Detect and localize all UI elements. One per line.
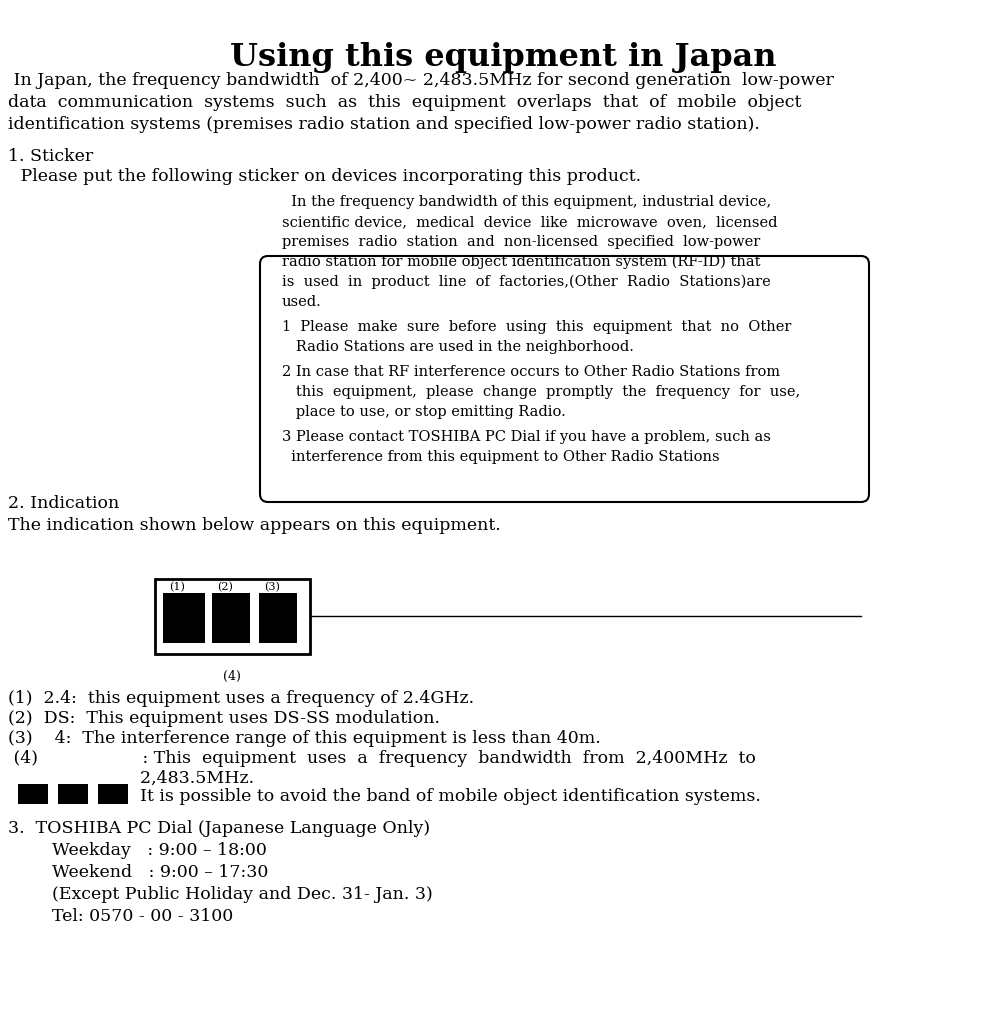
- Text: this  equipment,  please  change  promptly  the  frequency  for  use,: this equipment, please change promptly t…: [282, 384, 801, 398]
- Text: Radio Stations are used in the neighborhood.: Radio Stations are used in the neighborh…: [282, 340, 633, 354]
- Text: It is possible to avoid the band of mobile object identification systems.: It is possible to avoid the band of mobi…: [140, 788, 761, 804]
- Text: (1)  2.4:  this equipment uses a frequency of 2.4GHz.: (1) 2.4: this equipment uses a frequency…: [8, 690, 474, 707]
- Text: Tel: 0570 - 00 - 3100: Tel: 0570 - 00 - 3100: [8, 907, 234, 924]
- Text: 2. Indication: 2. Indication: [8, 494, 119, 512]
- Text: 1  Please  make  sure  before  using  this  equipment  that  no  Other: 1 Please make sure before using this equ…: [282, 319, 792, 334]
- Text: (Except Public Holiday and Dec. 31- Jan. 3): (Except Public Holiday and Dec. 31- Jan.…: [8, 885, 433, 902]
- Text: (1): (1): [169, 581, 185, 591]
- Bar: [163, 593, 205, 643]
- Text: 3 Please contact TOSHIBA PC Dial if you have a problem, such as: 3 Please contact TOSHIBA PC Dial if you …: [282, 430, 771, 444]
- Text: (2): (2): [218, 581, 233, 591]
- Text: The indication shown below appears on this equipment.: The indication shown below appears on th…: [8, 517, 500, 534]
- Text: scientific device,  medical  device  like  microwave  oven,  licensed: scientific device, medical device like m…: [282, 214, 777, 228]
- Text: (3): (3): [264, 581, 280, 591]
- Text: In Japan, the frequency bandwidth  of 2,400~ 2,483.5MHz for second generation  l: In Japan, the frequency bandwidth of 2,4…: [8, 72, 834, 89]
- Text: radio station for mobile object identification system (RF-ID) that: radio station for mobile object identifi…: [282, 255, 760, 269]
- Text: (4): (4): [224, 669, 241, 682]
- Text: (2)  DS:  This equipment uses DS-SS modulation.: (2) DS: This equipment uses DS-SS modula…: [8, 710, 440, 726]
- Text: Please put the following sticker on devices incorporating this product.: Please put the following sticker on devi…: [15, 168, 641, 185]
- Text: 2,483.5MHz.: 2,483.5MHz.: [8, 769, 254, 787]
- Text: 1. Sticker: 1. Sticker: [8, 148, 94, 165]
- Text: interference from this equipment to Other Radio Stations: interference from this equipment to Othe…: [282, 450, 720, 463]
- Text: In the frequency bandwidth of this equipment, industrial device,: In the frequency bandwidth of this equip…: [282, 195, 771, 209]
- Text: premises  radio  station  and  non-licensed  specified  low-power: premises radio station and non-licensed …: [282, 235, 760, 249]
- Bar: [18, 785, 48, 804]
- Bar: [259, 593, 297, 643]
- Text: (4)                   : This  equipment  uses  a  frequency  bandwidth  from  2,: (4) : This equipment uses a frequency ba…: [8, 749, 756, 766]
- Bar: [155, 579, 310, 654]
- FancyBboxPatch shape: [260, 257, 869, 502]
- Text: 2 In case that RF interference occurs to Other Radio Stations from: 2 In case that RF interference occurs to…: [282, 365, 780, 379]
- Text: used.: used.: [282, 295, 322, 308]
- Text: Using this equipment in Japan: Using this equipment in Japan: [230, 42, 776, 73]
- Text: data  communication  systems  such  as  this  equipment  overlaps  that  of  mob: data communication systems such as this …: [8, 94, 802, 111]
- Bar: [58, 785, 88, 804]
- Text: (3)    4:  The interference range of this equipment is less than 40m.: (3) 4: The interference range of this eq…: [8, 729, 601, 746]
- Text: 3.  TOSHIBA PC Dial (Japanese Language Only): 3. TOSHIBA PC Dial (Japanese Language On…: [8, 819, 430, 836]
- Text: Weekday   : 9:00 – 18:00: Weekday : 9:00 – 18:00: [8, 841, 267, 858]
- Text: identification systems (premises radio station and specified low‐power radio sta: identification systems (premises radio s…: [8, 116, 760, 132]
- Text: place to use, or stop emitting Radio.: place to use, or stop emitting Radio.: [282, 404, 566, 419]
- Bar: [98, 785, 128, 804]
- Text: Weekend   : 9:00 – 17:30: Weekend : 9:00 – 17:30: [8, 863, 269, 881]
- Text: is  used  in  product  line  of  factories,(Other  Radio  Stations)are: is used in product line of factories,(Ot…: [282, 275, 770, 289]
- Bar: [212, 593, 250, 643]
